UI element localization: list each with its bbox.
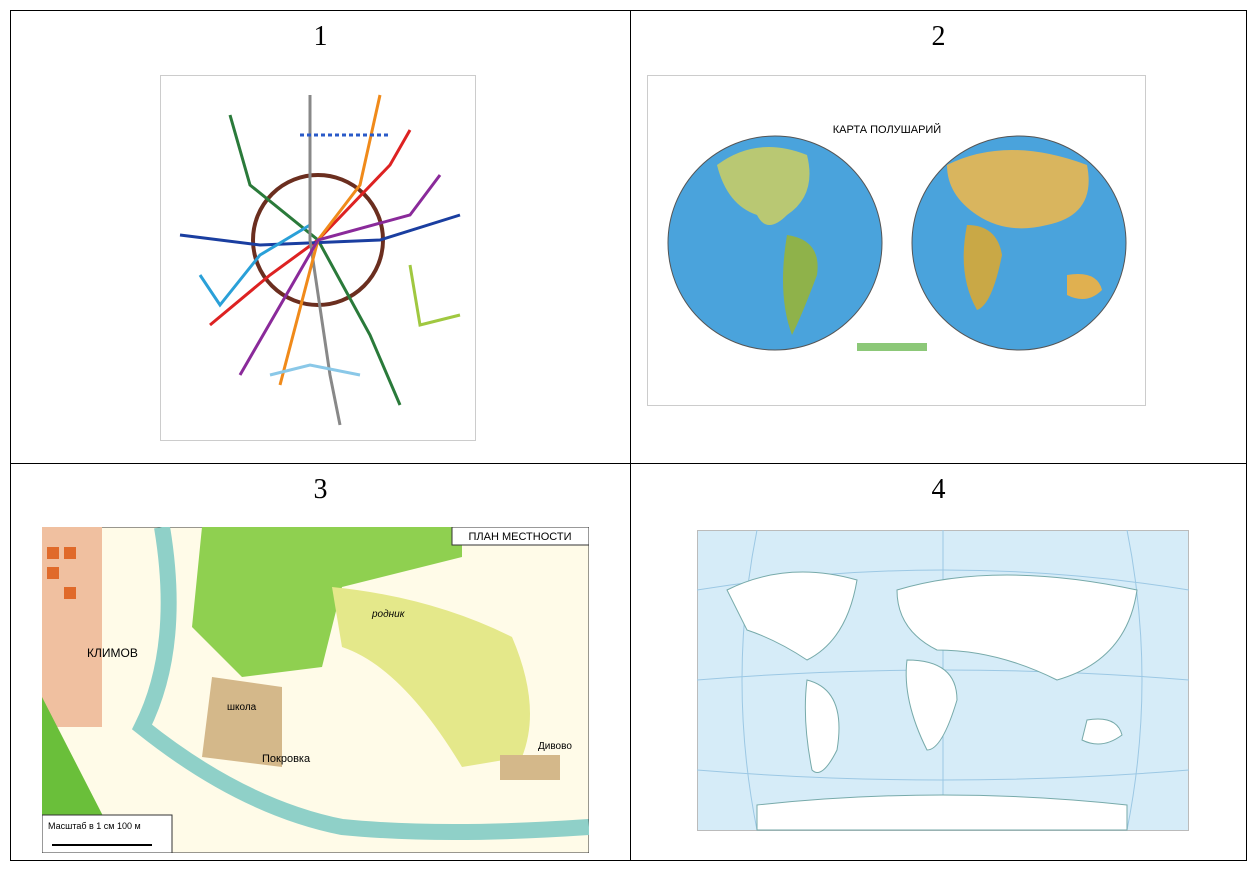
cell-number: 3 (11, 474, 630, 506)
world-contour-map (697, 530, 1189, 831)
cell-number: 4 (631, 474, 1246, 506)
terrain-plan: ПЛАН МЕСТНОСТИ КЛИМОВ Покровка школа Див… (42, 527, 589, 853)
map-scale: Масштаб в 1 см 100 м (48, 821, 141, 831)
metro-map (160, 75, 476, 441)
map-label: родник (371, 609, 406, 620)
map-label: школа (227, 702, 257, 713)
map-label: Покровка (262, 753, 311, 765)
cell-number: 1 (11, 21, 630, 53)
map-title: КАРТА ПОЛУШАРИЙ (833, 123, 941, 136)
map-label: КЛИМОВ (87, 646, 138, 660)
page: 1 2 3 4 КАРТА ПОЛУШАРИЙ (0, 0, 1256, 870)
cell-number: 2 (631, 21, 1246, 53)
map-label: Дивово (538, 741, 572, 752)
map-title: ПЛАН МЕСТНОСТИ (469, 531, 572, 543)
hemispheres-map: КАРТА ПОЛУШАРИЙ (647, 75, 1146, 406)
